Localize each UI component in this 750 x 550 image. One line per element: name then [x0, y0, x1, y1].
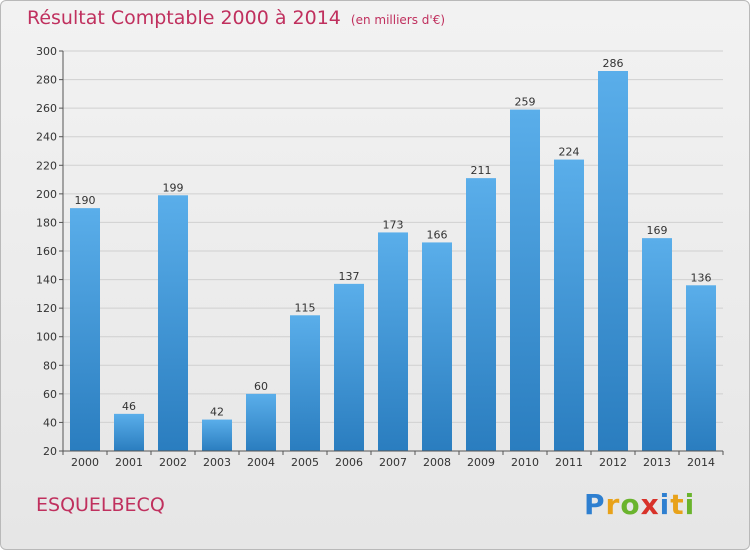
bar — [290, 315, 320, 451]
data-label: 136 — [691, 271, 712, 284]
bar — [598, 71, 628, 451]
data-label: 169 — [647, 224, 668, 237]
logo-letter: x — [640, 488, 660, 521]
logo-letter: r — [605, 488, 621, 521]
logo-letter: i — [659, 488, 671, 521]
commune-name: ESQUELBECQ — [36, 494, 165, 516]
y-tick-label: 20 — [43, 445, 57, 458]
labels-layer: 190 46 199 42 60 115 137 173 166 211 259 224 286 169 1… — [75, 57, 712, 419]
x-tick-label: 2014 — [687, 456, 715, 469]
bars-layer — [70, 71, 716, 452]
bar — [158, 195, 188, 451]
x-tick-label: 2011 — [555, 456, 583, 469]
y-tick-label: 40 — [43, 416, 57, 429]
bar — [466, 178, 496, 451]
chart-unit: (en milliers d'€) — [350, 13, 446, 27]
x-tick-label: 2009 — [467, 456, 495, 469]
x-tick-label: 2006 — [335, 456, 363, 469]
y-tick-label: 200 — [36, 188, 57, 201]
y-tick-label: 120 — [36, 302, 57, 315]
data-label: 224 — [559, 146, 580, 159]
x-tick-label: 2004 — [247, 456, 275, 469]
bar — [422, 242, 452, 451]
data-label: 166 — [427, 228, 448, 241]
data-label: 173 — [383, 218, 404, 231]
data-label: 42 — [210, 406, 224, 419]
y-tick-label: 80 — [43, 359, 57, 372]
x-tick-label: 2010 — [511, 456, 539, 469]
bar — [554, 159, 584, 452]
x-tick-label: 2003 — [203, 456, 231, 469]
data-label: 199 — [163, 181, 184, 194]
bar — [686, 285, 716, 451]
title-row: Résultat Comptable 2000 à 2014 (en millie… — [27, 7, 445, 29]
y-tick-label: 180 — [36, 216, 57, 229]
y-tick-label: 100 — [36, 331, 57, 344]
data-label: 286 — [603, 57, 624, 70]
data-label: 60 — [254, 380, 268, 393]
x-tick-label: 2005 — [291, 456, 319, 469]
logo-letter: i — [684, 488, 696, 521]
bar — [378, 232, 408, 451]
y-tick-label: 240 — [36, 131, 57, 144]
y-tick-label: 260 — [36, 102, 57, 115]
x-tick-label: 2013 — [643, 456, 671, 469]
data-label: 259 — [515, 96, 536, 109]
bar — [202, 419, 232, 451]
data-label: 190 — [75, 194, 96, 207]
logo-letter: P — [584, 488, 606, 521]
y-tick-label: 300 — [36, 45, 57, 58]
data-label: 211 — [471, 164, 492, 177]
x-tick-label: 2012 — [599, 456, 627, 469]
data-label: 46 — [122, 400, 136, 413]
x-tick-label: 2008 — [423, 456, 451, 469]
bar — [642, 238, 672, 451]
bar — [510, 109, 540, 452]
y-tick-label: 280 — [36, 74, 57, 87]
chart-title: Résultat Comptable 2000 à 2014 — [27, 7, 341, 29]
bar — [246, 393, 276, 451]
bar — [334, 283, 364, 451]
axis-layer: 20 40 60 80 100 120 140 160 180 200 220 240 260 280 30… — [36, 45, 724, 469]
x-tick-label: 2001 — [115, 456, 143, 469]
bar — [70, 208, 100, 451]
logo-letter: t — [670, 488, 685, 521]
bar — [114, 413, 144, 451]
y-tick-label: 220 — [36, 159, 57, 172]
y-tick-label: 60 — [43, 388, 57, 401]
proxiti-logo: Proxiti — [584, 488, 695, 521]
y-tick-label: 160 — [36, 245, 57, 258]
data-label: 137 — [339, 270, 360, 283]
x-tick-label: 2000 — [71, 456, 99, 469]
x-tick-label: 2002 — [159, 456, 187, 469]
x-tick-label: 2007 — [379, 456, 407, 469]
logo-letter: o — [620, 488, 641, 521]
y-tick-label: 140 — [36, 274, 57, 287]
data-label: 115 — [295, 301, 316, 314]
